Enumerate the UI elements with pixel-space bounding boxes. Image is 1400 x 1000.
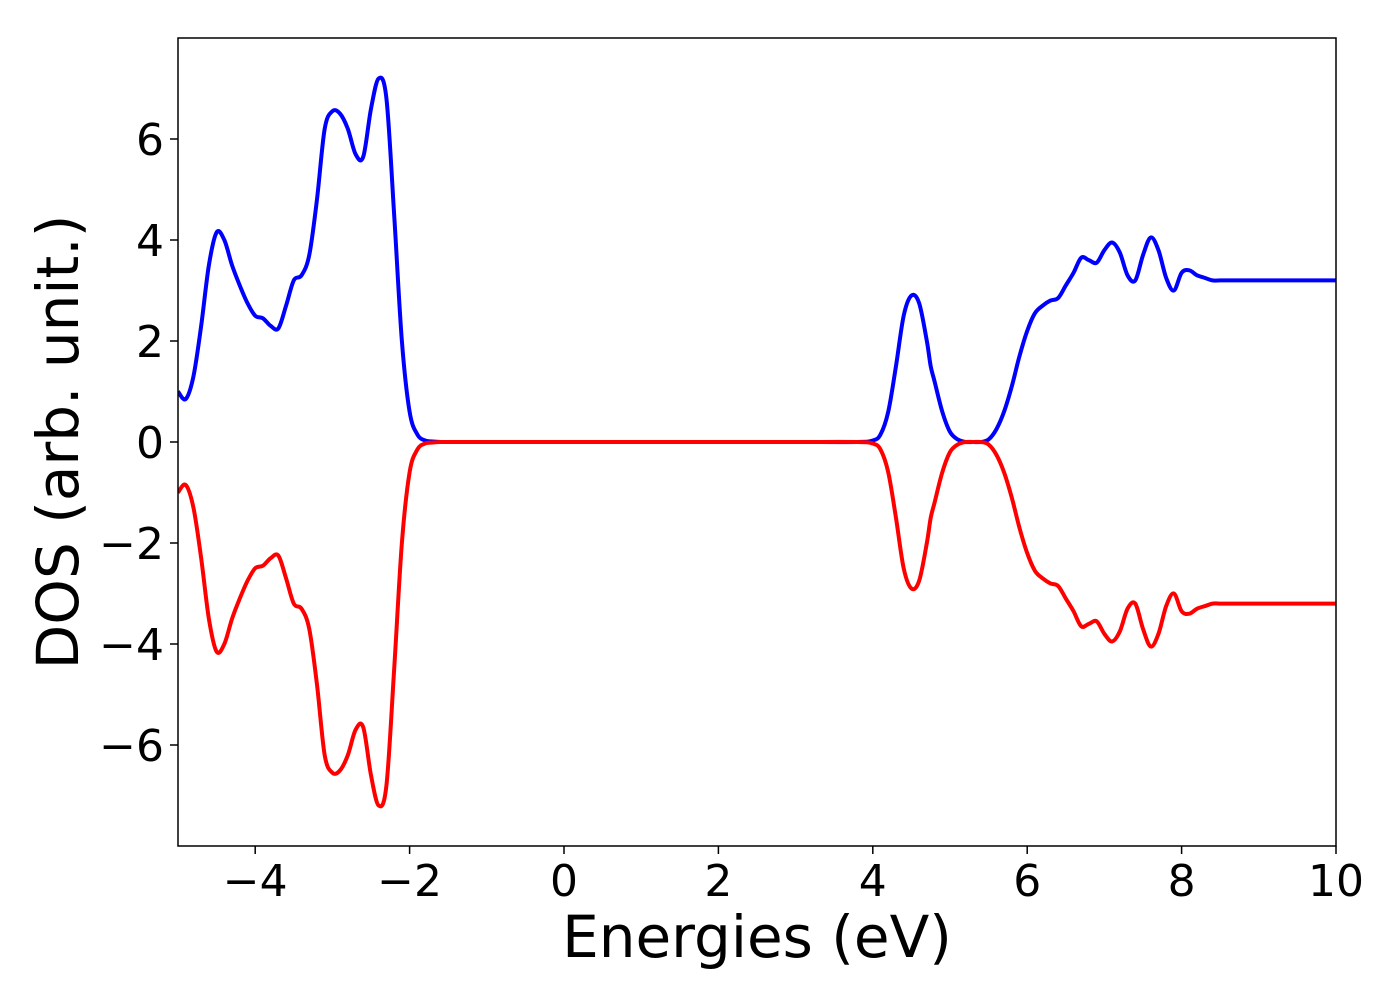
series-line-2 bbox=[178, 439, 1336, 809]
y-tick-label: 4 bbox=[136, 216, 164, 267]
y-tick-label: −4 bbox=[99, 620, 164, 671]
x-axis-label: Energies (eV) bbox=[562, 903, 952, 971]
y-tick-label: −6 bbox=[99, 721, 164, 772]
x-tick-label: 0 bbox=[550, 856, 578, 907]
y-tick-label: −2 bbox=[99, 519, 164, 570]
y-tick-label: 2 bbox=[136, 317, 164, 368]
y-axis-label: DOS (arb. unit.) bbox=[24, 215, 92, 670]
x-tick-label: 8 bbox=[1168, 856, 1196, 907]
x-tick-label: 4 bbox=[859, 856, 887, 907]
x-tick-label: −4 bbox=[223, 856, 288, 907]
x-tick-label: 2 bbox=[704, 856, 732, 907]
x-tick-label: 6 bbox=[1013, 856, 1041, 907]
series-layer bbox=[178, 75, 1336, 809]
y-axis-ticks: −6 −4 −2 0 2 4 6 bbox=[99, 115, 178, 772]
x-tick-label: 10 bbox=[1308, 856, 1364, 907]
y-tick-label: 6 bbox=[136, 115, 164, 166]
y-tick-label: 0 bbox=[136, 418, 164, 469]
x-tick-label: −2 bbox=[377, 856, 442, 907]
series-line-1 bbox=[178, 75, 1336, 445]
x-axis-ticks: −4 −2 0 2 4 6 8 10 bbox=[223, 846, 1364, 907]
